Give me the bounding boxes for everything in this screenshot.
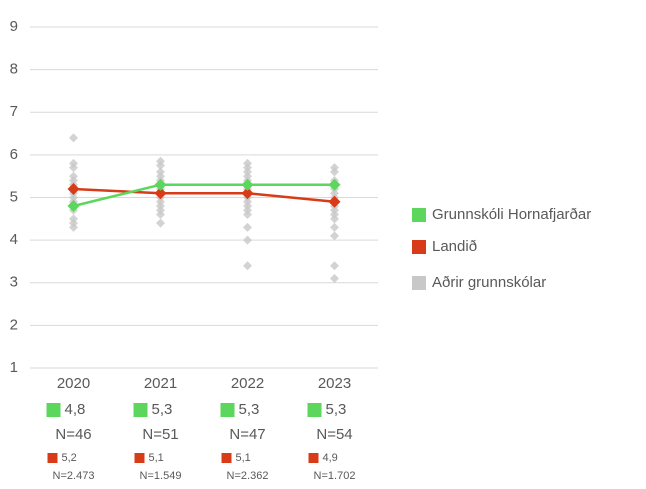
value-label: 5,1 — [236, 452, 251, 464]
y-tick-label: 8 — [10, 61, 18, 78]
legend-swatch — [412, 208, 426, 222]
y-tick-label: 1 — [10, 359, 18, 376]
scatter-point — [330, 167, 339, 177]
n-label: N=47 — [229, 426, 265, 443]
scatter-point — [243, 261, 252, 271]
n-label: N=2.473 — [53, 470, 95, 482]
y-tick-label: 3 — [10, 274, 18, 291]
scatter-point — [330, 261, 339, 271]
n-label: N=51 — [142, 426, 178, 443]
line-marker — [241, 178, 254, 191]
value-label: 5,3 — [239, 401, 260, 418]
scatter-point — [69, 163, 78, 173]
scatter-point — [69, 133, 78, 143]
y-tick-label: 2 — [10, 316, 18, 333]
value-label: 4,8 — [65, 401, 86, 418]
y-tick-label: 9 — [10, 18, 18, 35]
table-swatch — [220, 403, 235, 417]
table-swatch — [308, 453, 319, 463]
x-tick-label: 2020 — [57, 375, 90, 392]
y-tick-label: 7 — [10, 103, 18, 120]
n-label: N=1.549 — [140, 470, 182, 482]
scatter-point — [156, 218, 165, 228]
x-tick-label: 2023 — [318, 375, 351, 392]
scatter-point — [330, 273, 339, 283]
scatter-point — [69, 222, 78, 232]
line-marker — [67, 182, 80, 195]
n-label: N=54 — [316, 426, 352, 443]
y-tick-label: 4 — [10, 231, 18, 248]
line — [73, 183, 335, 208]
scatter-point — [243, 235, 252, 245]
table-swatch — [133, 403, 148, 417]
n-label: N=2.362 — [227, 470, 269, 482]
line-marker — [154, 178, 167, 191]
n-label: N=1.702 — [314, 470, 356, 482]
value-label: 5,3 — [152, 401, 173, 418]
value-label: 5,1 — [149, 452, 164, 464]
table-swatch — [47, 453, 58, 463]
line-marker — [328, 195, 341, 208]
line-marker — [328, 178, 341, 191]
scatter-point — [330, 222, 339, 232]
scatter-point — [330, 214, 339, 224]
legend-swatch — [412, 240, 426, 254]
table-swatch — [46, 403, 61, 417]
legend-label: Landið — [432, 238, 477, 255]
value-label: 5,3 — [326, 401, 347, 418]
n-label: N=46 — [55, 426, 91, 443]
table-swatch — [307, 403, 322, 417]
scatter-point — [243, 210, 252, 220]
scatter-point — [156, 161, 165, 171]
x-tick-label: 2021 — [144, 375, 177, 392]
legend-label: Aðrir grunnskólar — [432, 274, 546, 291]
scatter-point — [156, 210, 165, 220]
scatter-point — [243, 222, 252, 232]
value-label: 5,2 — [62, 452, 77, 464]
x-tick-label: 2022 — [231, 375, 264, 392]
line — [73, 187, 335, 204]
value-label: 4,9 — [323, 452, 338, 464]
legend-swatch — [412, 276, 426, 290]
y-tick-label: 5 — [10, 188, 18, 205]
legend-label: Grunnskóli Hornafjarðar — [432, 206, 591, 223]
table-swatch — [134, 453, 145, 463]
line-marker — [67, 200, 80, 213]
scatter-point — [330, 231, 339, 241]
line-marker — [154, 187, 167, 200]
y-tick-label: 6 — [10, 146, 18, 163]
line-marker — [241, 187, 254, 200]
table-swatch — [221, 453, 232, 463]
